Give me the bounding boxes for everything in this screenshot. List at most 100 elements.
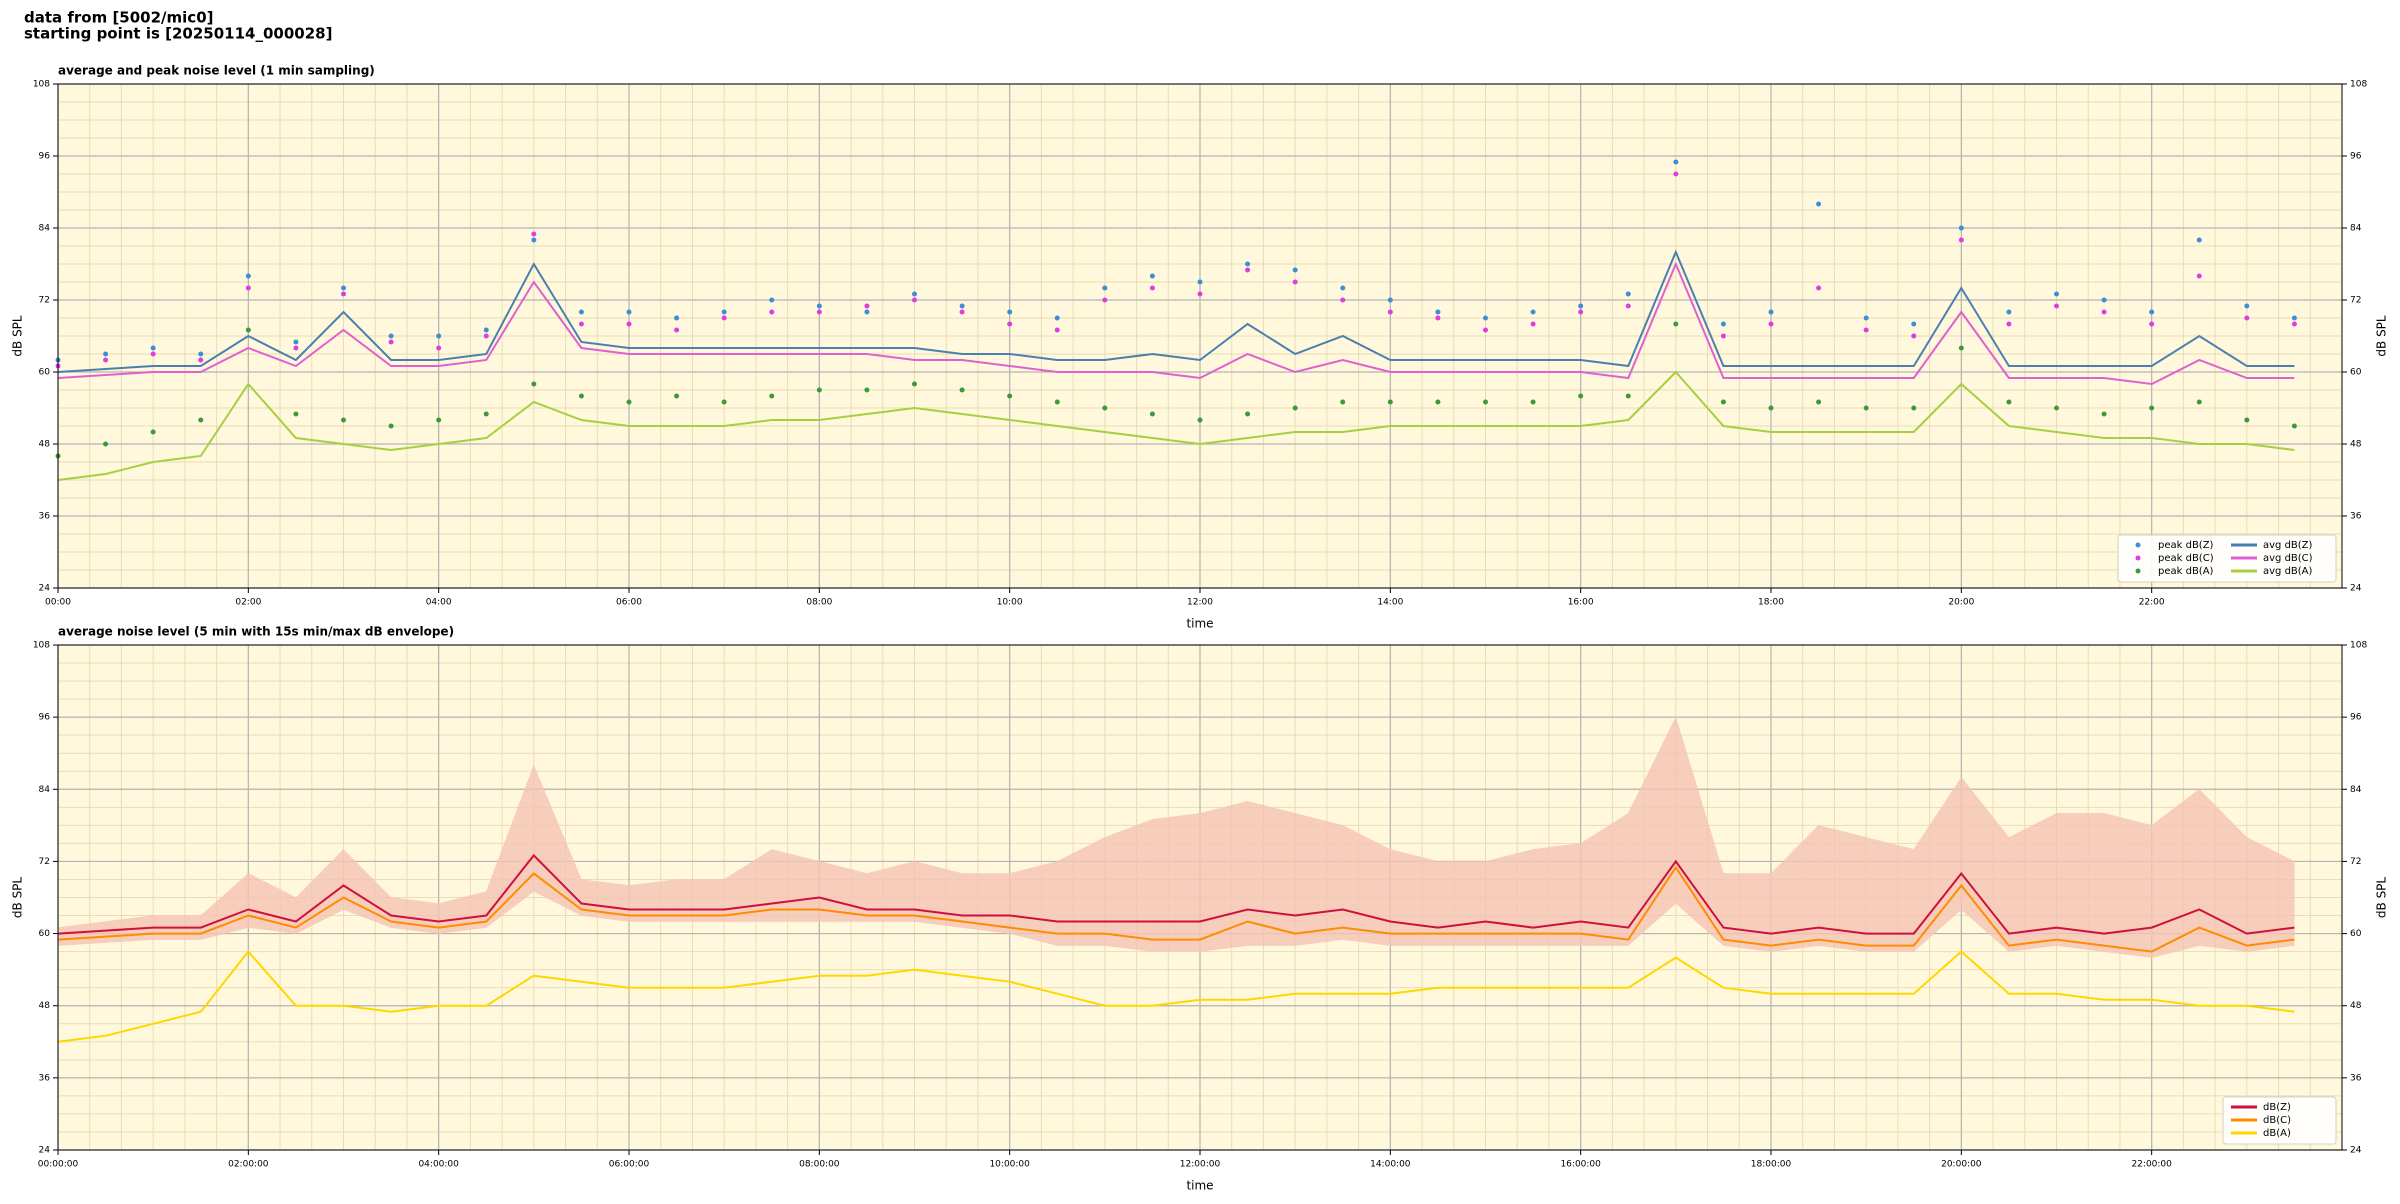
envelope-band <box>1199 800 1248 952</box>
envelope-band <box>2103 813 2152 958</box>
peak-point <box>1483 315 1488 321</box>
peak-point <box>1245 267 1251 273</box>
peak-point <box>436 417 442 423</box>
envelope-band <box>1532 843 1581 946</box>
peak-point <box>721 315 727 321</box>
peak-point <box>388 339 394 345</box>
x-tick-label: 20:00 <box>1948 598 1974 608</box>
peak-point <box>150 351 156 357</box>
peak-point <box>1149 411 1155 417</box>
peak-point <box>2149 405 2155 411</box>
peak-point <box>1340 297 1346 303</box>
y-tick-label: 108 <box>2350 80 2367 90</box>
envelope-band <box>1485 849 1534 946</box>
peak-point <box>103 357 109 363</box>
x-tick-label: 16:00 <box>1568 598 1594 608</box>
peak-point <box>1340 399 1346 405</box>
peak-point <box>816 387 822 393</box>
x-tick-label: 18:00 <box>1758 598 1784 608</box>
peak-point <box>912 381 917 387</box>
peak-point <box>1435 309 1441 315</box>
series-line <box>57 950 2295 1043</box>
y-tick-label: 60 <box>39 368 51 378</box>
legend-marker <box>2135 555 2141 561</box>
peak-point <box>1292 405 1298 411</box>
x-axis-label: time <box>1186 1179 1213 1193</box>
peak-point <box>150 345 156 351</box>
peak-point <box>769 297 775 303</box>
header-line: starting point is [20250114_000028] <box>24 25 332 43</box>
peak-point <box>198 351 204 357</box>
y-tick-label: 24 <box>2350 1146 2362 1156</box>
peak-point <box>2291 321 2297 327</box>
y-tick-label: 84 <box>39 224 51 234</box>
x-tick-label: 12:00:00 <box>1180 1160 1221 1170</box>
peak-point <box>1102 297 1108 303</box>
y-tick-label: 84 <box>39 785 51 795</box>
peak-point <box>1816 399 1822 405</box>
peak-point <box>578 321 584 327</box>
x-tick-label: 18:00:00 <box>1751 1160 1792 1170</box>
peak-point <box>1007 321 1013 327</box>
peak-point <box>245 285 251 291</box>
peak-point <box>150 429 156 435</box>
peak-point <box>578 393 584 399</box>
legend-label: avg dB(C) <box>2263 553 2313 564</box>
y-tick-label: 84 <box>2350 785 2362 795</box>
plot-frame <box>57 83 2343 589</box>
peak-point <box>2291 423 2297 429</box>
peak-point <box>1387 297 1393 303</box>
y-tick-label: 72 <box>39 857 50 867</box>
peak-point <box>578 309 584 315</box>
legend-label: peak dB(C) <box>2158 553 2214 564</box>
series-line <box>57 261 2295 386</box>
peak-point <box>1911 333 1917 339</box>
peak-point <box>959 309 965 315</box>
peak-point <box>674 393 680 399</box>
peak-point <box>2054 405 2059 411</box>
y-tick-label: 108 <box>2350 641 2367 651</box>
peak-point <box>2101 309 2107 315</box>
peak-point <box>1197 417 1203 423</box>
y-tick-label: 108 <box>33 641 50 651</box>
peak-point <box>2244 303 2250 309</box>
peak-point <box>1863 405 1869 411</box>
peak-point <box>1530 309 1536 315</box>
peak-point <box>1054 399 1060 405</box>
legend-marker <box>2135 568 2141 574</box>
peak-point <box>721 399 727 405</box>
peak-point <box>483 327 489 333</box>
peak-point <box>198 357 204 363</box>
envelope-band <box>771 849 820 922</box>
y-tick-label: 96 <box>2350 713 2362 723</box>
y-tick-label: 36 <box>39 512 51 522</box>
peak-point <box>1863 327 1869 333</box>
legend-marker <box>2135 542 2141 548</box>
peak-point <box>1387 309 1393 315</box>
y-tick-label: 96 <box>39 152 51 162</box>
peak-point <box>674 327 680 333</box>
x-tick-label: 12:00 <box>1187 598 1213 608</box>
peak-point <box>864 387 870 393</box>
y-tick-label: 72 <box>2350 296 2361 306</box>
y-tick-label: 48 <box>2350 440 2362 450</box>
peak-point <box>1673 159 1679 165</box>
x-tick-label: 04:00 <box>426 598 452 608</box>
peak-point <box>1292 267 1298 273</box>
peak-point <box>769 309 775 315</box>
peak-point <box>1578 393 1584 399</box>
peak-point <box>1958 237 1964 243</box>
series-line <box>57 249 2295 373</box>
y-tick-label: 72 <box>2350 857 2361 867</box>
x-axis-label: time <box>1186 617 1213 631</box>
peak-point <box>1816 285 1822 291</box>
series-line <box>57 370 2295 481</box>
peak-point <box>2149 309 2155 315</box>
x-tick-label: 14:00:00 <box>1370 1160 1411 1170</box>
peak-point <box>2244 417 2250 423</box>
legend-label: dB(Z) <box>2263 1102 2291 1113</box>
peak-point <box>1720 333 1726 339</box>
y-axis-label: dB SPL <box>11 877 25 919</box>
x-tick-label: 16:00:00 <box>1560 1160 1601 1170</box>
peak-point <box>245 327 251 333</box>
